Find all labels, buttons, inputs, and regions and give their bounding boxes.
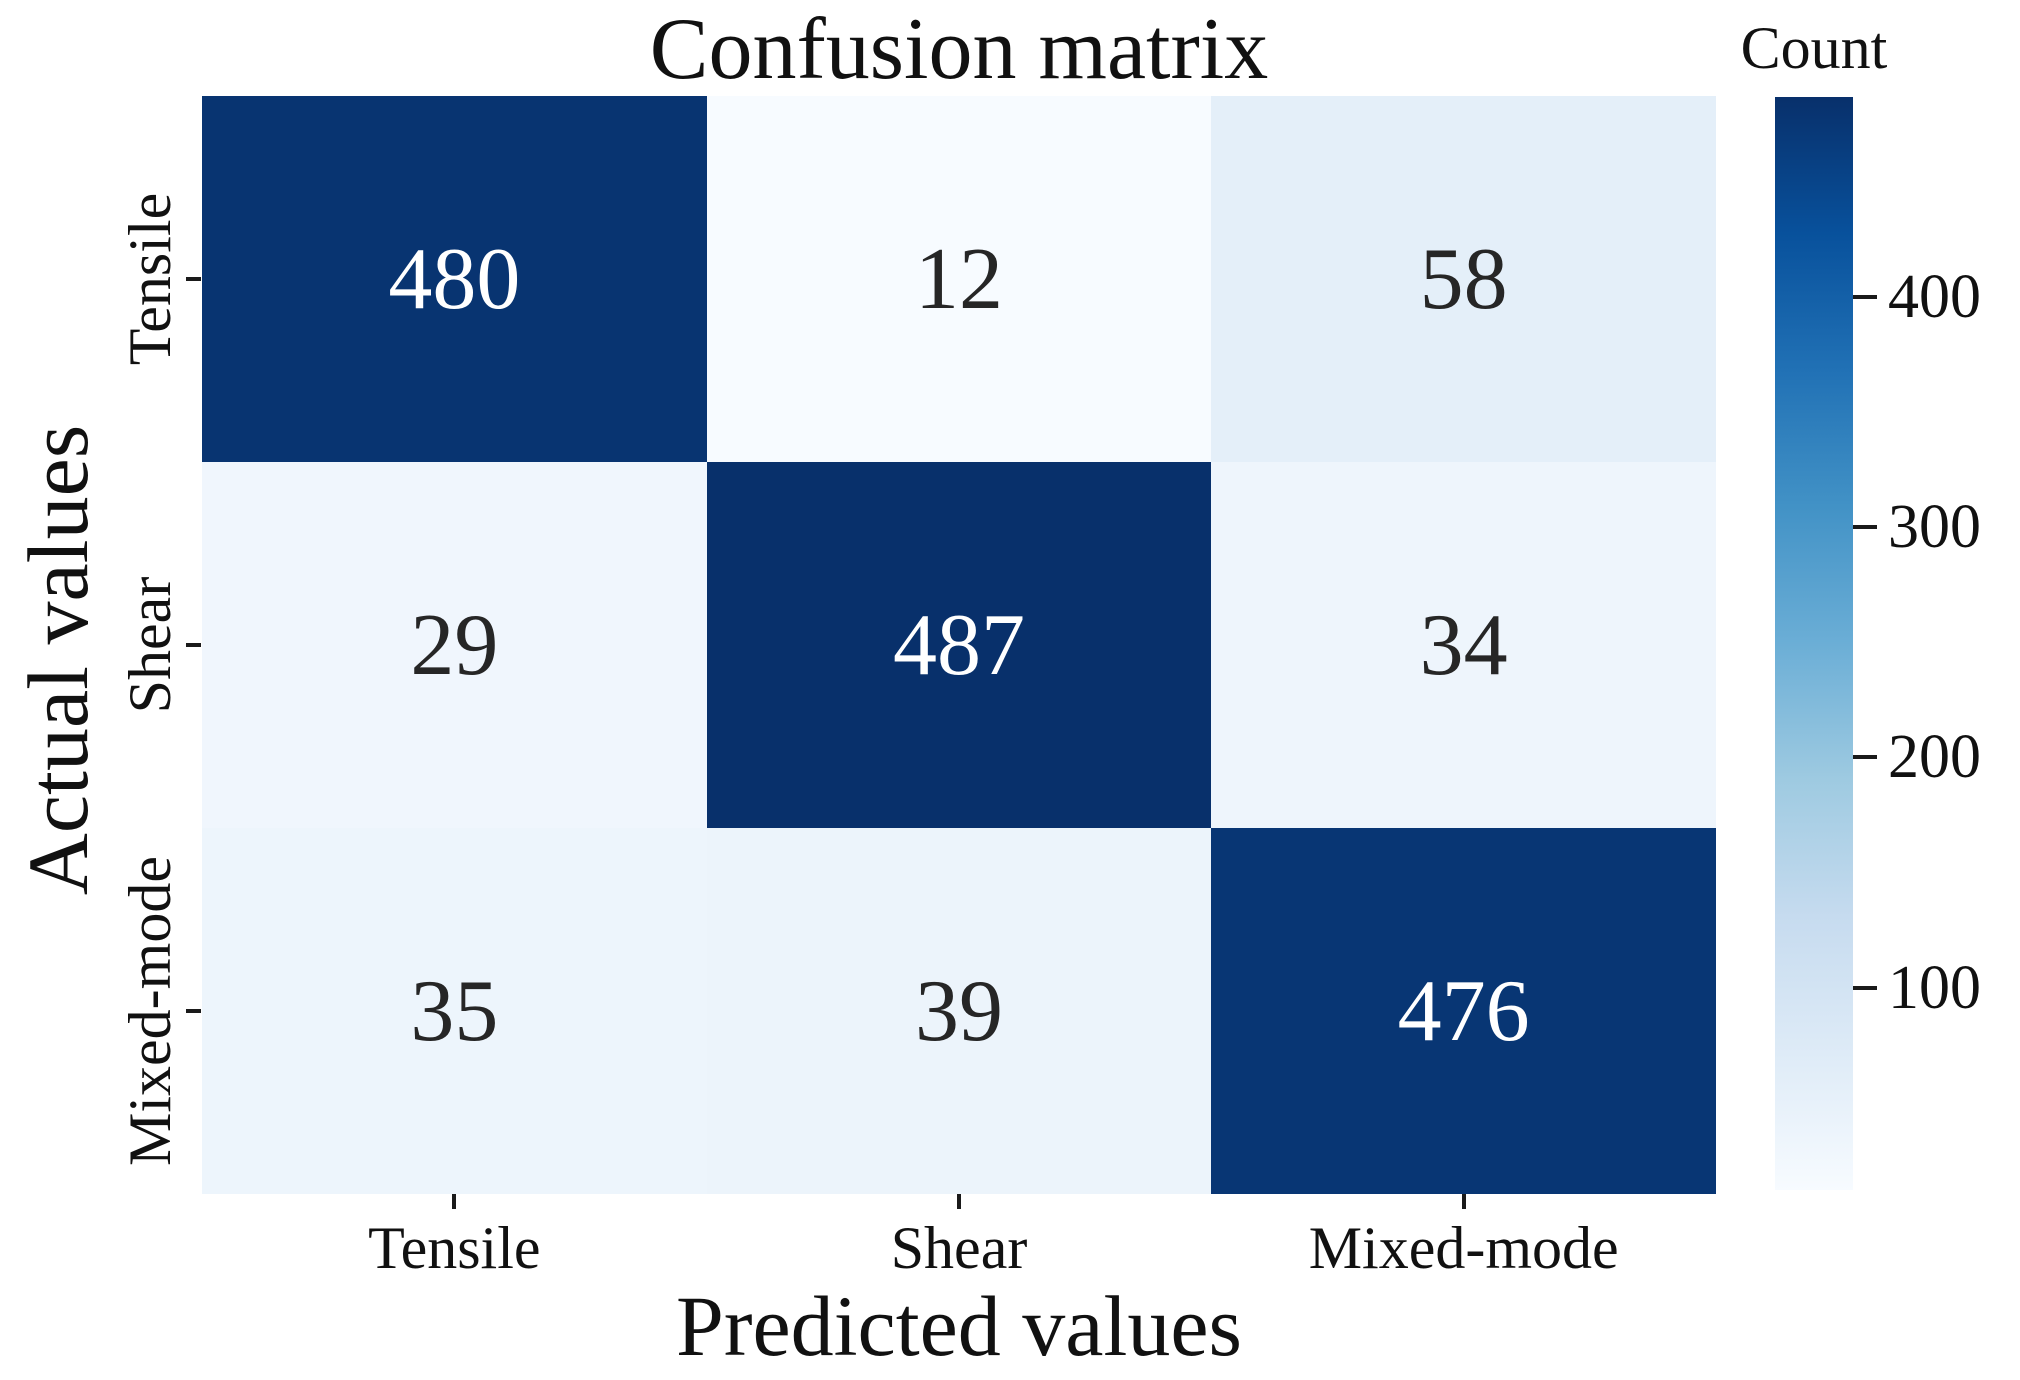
heatmap-grid: 480 12 58 29 487 34 35 39 476 xyxy=(202,96,1716,1194)
cell-value: 34 xyxy=(1419,596,1508,694)
heatmap-cell: 476 xyxy=(1211,828,1716,1194)
x-tick-label: Shear xyxy=(890,1215,1028,1281)
heatmap-cell: 480 xyxy=(202,96,707,462)
colorbar-tick-label: 200 xyxy=(1888,723,1981,792)
colorbar-tick-mark xyxy=(1853,755,1877,760)
colorbar-tick-mark xyxy=(1853,295,1877,300)
y-tick-mark xyxy=(186,643,201,647)
heatmap-cell: 29 xyxy=(202,462,707,828)
colorbar-tick-label: 100 xyxy=(1888,953,1981,1022)
cell-value: 39 xyxy=(914,962,1003,1060)
colorbar-tick-mark xyxy=(1853,525,1877,530)
cell-value: 35 xyxy=(410,962,499,1060)
y-tick-label: Tensile xyxy=(117,192,183,366)
heatmap-cell: 487 xyxy=(706,462,1212,828)
colorbar-gradient xyxy=(1775,97,1853,1190)
x-tick-mark xyxy=(957,1194,961,1209)
x-tick-mark xyxy=(1461,1194,1466,1209)
colorbar-tick-label: 300 xyxy=(1888,493,1981,562)
cell-value: 29 xyxy=(410,596,499,694)
colorbar-label: Count xyxy=(1740,15,1888,81)
cell-value: 480 xyxy=(388,230,521,328)
y-tick-mark xyxy=(186,1009,201,1013)
y-tick-label: Shear xyxy=(117,576,183,714)
chart-title: Confusion matrix xyxy=(649,1,1269,98)
heatmap-cell: 12 xyxy=(706,96,1212,462)
heatmap-cell: 58 xyxy=(1211,96,1716,462)
heatmap-cell: 35 xyxy=(202,828,707,1194)
x-axis-label: Predicted values xyxy=(676,1278,1242,1374)
colorbar-tick-label: 400 xyxy=(1888,263,1981,332)
cell-value: 476 xyxy=(1397,962,1530,1060)
x-tick-mark xyxy=(452,1194,457,1209)
cell-value: 12 xyxy=(914,230,1003,328)
cell-value: 58 xyxy=(1419,230,1508,328)
y-tick-mark xyxy=(186,277,201,281)
y-axis-label: Actual values xyxy=(10,424,106,896)
x-tick-label: Tensile xyxy=(368,1215,541,1281)
x-tick-label: Mixed-mode xyxy=(1308,1215,1619,1281)
colorbar-tick-mark xyxy=(1853,985,1877,990)
heatmap-cell: 34 xyxy=(1211,462,1716,828)
cell-value: 487 xyxy=(892,596,1025,694)
y-tick-label: Mixed-mode xyxy=(117,856,183,1166)
heatmap-cell: 39 xyxy=(706,828,1212,1194)
